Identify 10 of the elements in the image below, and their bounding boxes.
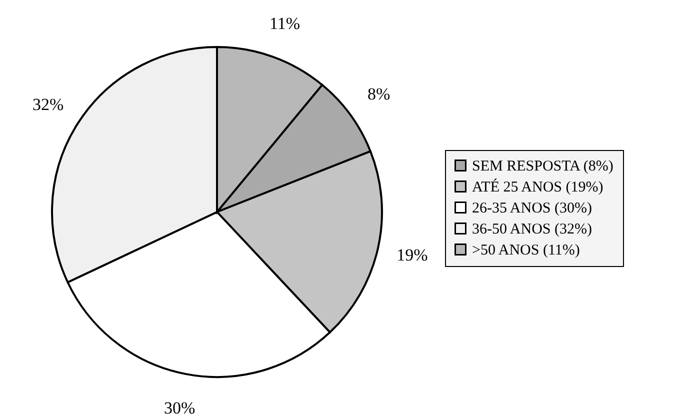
data-label: 19% <box>396 246 428 265</box>
data-label: 32% <box>32 94 64 114</box>
data-label: 8% <box>367 84 390 104</box>
data-label: 30% <box>164 398 196 415</box>
data-label: 11% <box>269 14 300 33</box>
legend-label: ATÉ 25 ANOS (19%) <box>472 178 604 196</box>
legend-label: 36-50 ANOS (32%) <box>472 222 592 238</box>
legend-label: 26-35 ANOS (30%) <box>472 200 592 216</box>
legend-label: >50 ANOS (11%) <box>472 242 580 258</box>
legend-label: SEM RESPOSTA (8%) <box>472 158 614 174</box>
